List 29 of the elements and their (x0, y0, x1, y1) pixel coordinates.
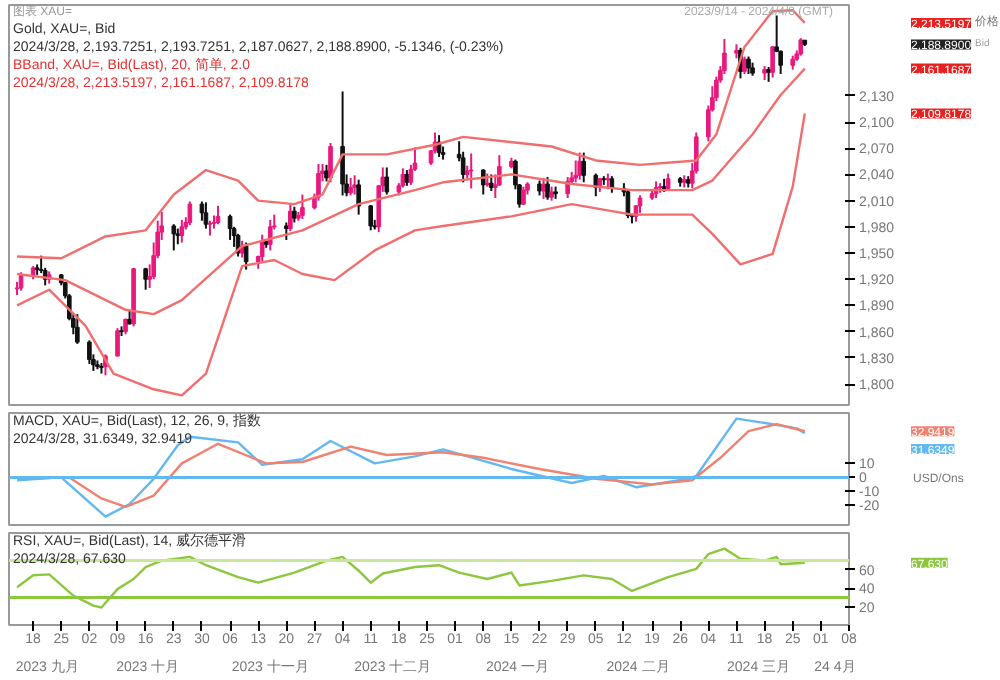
candlestick (356, 178, 361, 216)
candlestick (300, 193, 305, 220)
candlestick (581, 151, 587, 184)
candlestick (770, 45, 775, 79)
candlestick (384, 166, 390, 196)
candlestick (18, 271, 24, 292)
candlestick (340, 90, 345, 197)
candlestick (436, 134, 442, 158)
candlestick (625, 189, 631, 220)
candlestick (187, 200, 193, 227)
candlestick (316, 162, 321, 202)
candlestick (328, 141, 333, 184)
candlestick (259, 233, 265, 263)
candlestick (573, 159, 579, 184)
candlestick (87, 339, 92, 365)
candlestick (352, 174, 357, 196)
candlestick (545, 176, 550, 201)
candlestick (199, 200, 205, 222)
line-series (15, 112, 806, 397)
candlestick (493, 173, 498, 200)
candlestick (288, 202, 293, 233)
candlestick (722, 38, 727, 75)
candlestick (480, 168, 486, 196)
candlestick (75, 313, 80, 345)
candlestick (203, 201, 209, 230)
candlestick (778, 49, 783, 75)
candlestick (115, 327, 120, 358)
candlestick (227, 213, 233, 241)
candlestick (211, 214, 217, 230)
